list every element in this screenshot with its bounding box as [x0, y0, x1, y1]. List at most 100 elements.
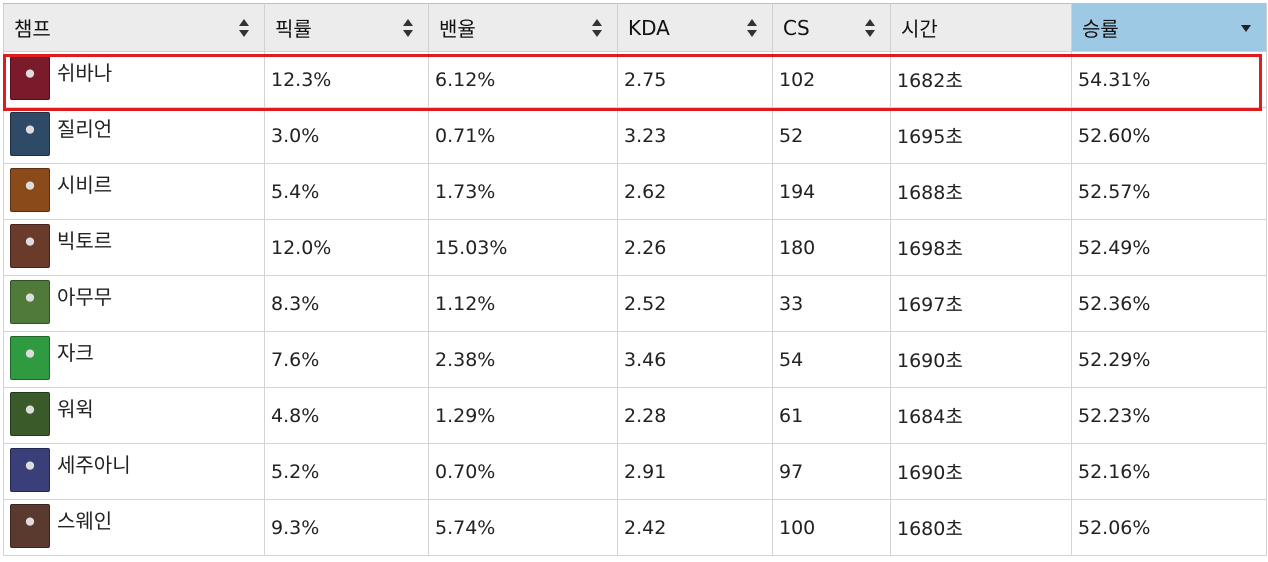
cs-cell: 52: [772, 107, 891, 164]
ban-rate-cell: 0.70%: [428, 443, 618, 500]
time-cell: 1697초: [890, 275, 1072, 332]
champion-portrait-icon: [10, 167, 50, 212]
kda-cell: 2.26: [617, 219, 773, 276]
champion-cell: 워윅: [3, 387, 265, 444]
time-cell: 1688초: [890, 163, 1072, 220]
win-rate-cell: 52.57%: [1071, 163, 1267, 220]
pick-rate-cell: 4.8%: [264, 387, 429, 444]
kda-cell: 2.91: [617, 443, 773, 500]
cs-cell: 194: [772, 163, 891, 220]
sort-both-icon: [402, 18, 414, 38]
cs-cell: 33: [772, 275, 891, 332]
col-header-cs[interactable]: CS: [772, 3, 891, 52]
champion-cell: 스웨인: [3, 499, 265, 556]
win-rate-cell: 52.49%: [1071, 219, 1267, 276]
champion-name: 워윅: [57, 396, 94, 421]
table-row[interactable]: 시비르 5.4% 1.73% 2.62 194 1688초 52.57%: [3, 163, 1267, 220]
sort-both-icon: [591, 18, 603, 38]
cs-cell: 180: [772, 219, 891, 276]
cs-cell: 100: [772, 499, 891, 556]
sort-both-icon: [864, 18, 876, 38]
table-row[interactable]: 쉬바나 12.3% 6.12% 2.75 102 1682초 54.31%: [3, 51, 1267, 108]
champion-portrait-icon: [10, 111, 50, 156]
table-row[interactable]: 스웨인 9.3% 5.74% 2.42 100 1680초 52.06%: [3, 499, 1267, 556]
ban-rate-cell: 5.74%: [428, 499, 618, 556]
pick-rate-cell: 5.2%: [264, 443, 429, 500]
pick-rate-cell: 7.6%: [264, 331, 429, 388]
kda-cell: 2.75: [617, 51, 773, 108]
kda-cell: 2.42: [617, 499, 773, 556]
champion-name: 자크: [57, 340, 94, 365]
sort-desc-icon: [1240, 18, 1252, 38]
col-header-label: 픽률: [275, 17, 312, 41]
kda-cell: 3.46: [617, 331, 773, 388]
champion-portrait-icon: [10, 503, 50, 548]
cs-cell: 54: [772, 331, 891, 388]
champion-portrait-icon: [10, 223, 50, 268]
win-rate-cell: 52.06%: [1071, 499, 1267, 556]
kda-cell: 2.62: [617, 163, 773, 220]
col-header-win-rate[interactable]: 승률: [1071, 3, 1267, 52]
ban-rate-cell: 0.71%: [428, 107, 618, 164]
col-header-label: 밴율: [439, 17, 476, 41]
pick-rate-cell: 8.3%: [264, 275, 429, 332]
champion-name: 쉬바나: [57, 60, 113, 85]
champion-portrait-icon: [10, 335, 50, 380]
col-header-kda[interactable]: KDA: [617, 3, 773, 52]
champion-name: 스웨인: [57, 508, 113, 533]
pick-rate-cell: 5.4%: [264, 163, 429, 220]
champion-name: 시비르: [57, 172, 113, 197]
col-header-label: 승률: [1082, 17, 1119, 41]
champion-cell: 자크: [3, 331, 265, 388]
time-cell: 1698초: [890, 219, 1072, 276]
ban-rate-cell: 15.03%: [428, 219, 618, 276]
time-cell: 1682초: [890, 51, 1072, 108]
win-rate-cell: 52.29%: [1071, 331, 1267, 388]
champion-portrait-icon: [10, 447, 50, 492]
kda-cell: 2.52: [617, 275, 773, 332]
table-row[interactable]: 세주아니 5.2% 0.70% 2.91 97 1690초 52.16%: [3, 443, 1267, 500]
champion-name: 질리언: [57, 116, 113, 141]
col-header-champ[interactable]: 챔프: [3, 3, 265, 52]
table-row[interactable]: 자크 7.6% 2.38% 3.46 54 1690초 52.29%: [3, 331, 1267, 388]
table-row[interactable]: 질리언 3.0% 0.71% 3.23 52 1695초 52.60%: [3, 107, 1267, 164]
pick-rate-cell: 12.0%: [264, 219, 429, 276]
win-rate-cell: 52.60%: [1071, 107, 1267, 164]
champion-portrait-icon: [10, 391, 50, 436]
kda-cell: 2.28: [617, 387, 773, 444]
pick-rate-cell: 3.0%: [264, 107, 429, 164]
time-cell: 1695초: [890, 107, 1072, 164]
champion-name: 아무무: [57, 284, 113, 309]
col-header-label: CS: [783, 16, 810, 41]
champion-cell: 질리언: [3, 107, 265, 164]
time-cell: 1690초: [890, 443, 1072, 500]
win-rate-cell: 52.23%: [1071, 387, 1267, 444]
col-header-ban-rate[interactable]: 밴율: [428, 3, 618, 52]
sort-both-icon: [746, 18, 758, 38]
col-header-label: 시간: [901, 17, 938, 41]
ban-rate-cell: 2.38%: [428, 331, 618, 388]
pick-rate-cell: 12.3%: [264, 51, 429, 108]
champion-cell: 시비르: [3, 163, 265, 220]
col-header-time[interactable]: 시간: [890, 3, 1072, 52]
champion-cell: 아무무: [3, 275, 265, 332]
cs-cell: 97: [772, 443, 891, 500]
kda-cell: 3.23: [617, 107, 773, 164]
table-row[interactable]: 워윅 4.8% 1.29% 2.28 61 1684초 52.23%: [3, 387, 1267, 444]
ban-rate-cell: 6.12%: [428, 51, 618, 108]
ban-rate-cell: 1.12%: [428, 275, 618, 332]
champion-stats-table: 챔프 픽률 밴율 KDA CS: [3, 3, 1267, 556]
win-rate-cell: 54.31%: [1071, 51, 1267, 108]
time-cell: 1684초: [890, 387, 1072, 444]
ban-rate-cell: 1.73%: [428, 163, 618, 220]
col-header-pick-rate[interactable]: 픽률: [264, 3, 429, 52]
ban-rate-cell: 1.29%: [428, 387, 618, 444]
cs-cell: 102: [772, 51, 891, 108]
pick-rate-cell: 9.3%: [264, 499, 429, 556]
table-row[interactable]: 아무무 8.3% 1.12% 2.52 33 1697초 52.36%: [3, 275, 1267, 332]
table-row[interactable]: 빅토르 12.0% 15.03% 2.26 180 1698초 52.49%: [3, 219, 1267, 276]
win-rate-cell: 52.36%: [1071, 275, 1267, 332]
col-header-label: 챔프: [14, 17, 51, 41]
champion-name: 빅토르: [57, 228, 113, 253]
